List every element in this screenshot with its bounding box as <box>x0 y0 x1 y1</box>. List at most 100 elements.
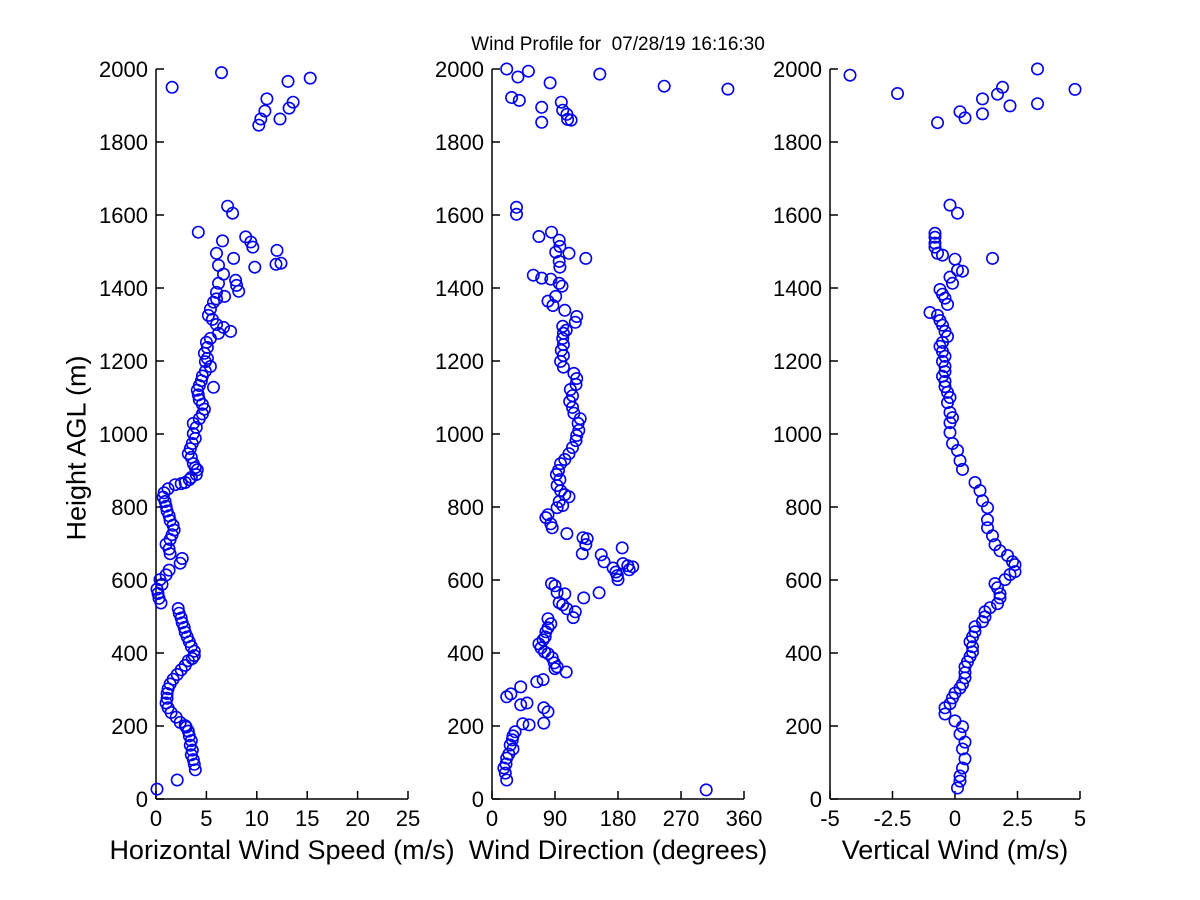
x-tick-label: 2.5 <box>1002 806 1033 831</box>
data-point-marker <box>843 68 857 82</box>
data-point-marker <box>958 752 972 766</box>
data-point-marker <box>536 633 550 647</box>
data-point-marker <box>565 389 579 403</box>
data-point-marker <box>980 521 994 535</box>
data-point-marker <box>555 279 569 293</box>
x-axis-label-wind-direction: Wind Direction (degrees) <box>468 835 768 865</box>
y-tick-label: 600 <box>111 568 148 593</box>
data-point-marker <box>168 478 182 492</box>
data-point-marker <box>556 319 570 333</box>
data-point-marker <box>186 457 200 471</box>
data-point-marker <box>568 605 582 619</box>
data-point-marker <box>551 463 565 477</box>
data-point-marker <box>564 113 578 127</box>
data-point-marker <box>938 707 952 721</box>
x-tick-label: 0 <box>486 806 498 831</box>
y-tick-label: 1200 <box>435 349 484 374</box>
data-point-marker <box>175 616 189 630</box>
data-point-marker <box>1031 97 1045 111</box>
data-point-marker <box>221 199 235 213</box>
x-tick-label: 360 <box>726 806 763 831</box>
data-point-marker <box>955 720 969 734</box>
panel-vertical-wind: 0 200 400 600 800 1000 1200 1400 1600 1800 2000 -5 -… <box>773 57 1086 831</box>
data-point-marker <box>498 766 512 780</box>
y-tick-label: 2000 <box>99 57 148 82</box>
data-point-marker <box>210 246 224 260</box>
y-tick-label: 1600 <box>99 203 148 228</box>
data-point-marker <box>558 587 572 601</box>
data-point-marker <box>622 563 636 577</box>
data-point-marker <box>504 687 518 701</box>
data-point-marker <box>163 513 177 527</box>
data-point-marker <box>273 112 287 126</box>
data-point-marker <box>184 450 198 464</box>
data-point-marker <box>541 508 555 522</box>
y-axis-label: Height AGL (m) <box>61 355 92 541</box>
data-point-marker <box>191 388 205 402</box>
data-point-marker <box>187 757 201 771</box>
data-point-marker <box>191 225 205 239</box>
data-point-marker <box>930 116 944 130</box>
data-point-marker <box>928 236 942 250</box>
y-tick-label: 1000 <box>435 422 484 447</box>
data-point-marker <box>1008 565 1022 579</box>
y-tick-label: 200 <box>447 714 484 739</box>
data-point-marker <box>923 305 937 319</box>
data-point-marker <box>508 725 522 739</box>
x-tick-label: -5 <box>820 806 840 831</box>
data-point-marker <box>160 691 174 705</box>
x-tick-label: 90 <box>543 806 567 831</box>
data-point-marker <box>568 315 582 329</box>
data-point-marker <box>165 80 179 94</box>
data-point-marker <box>948 714 962 728</box>
data-point-marker <box>554 457 568 471</box>
chart-title: Wind Profile for 07/28/19 16:16:30 <box>471 34 765 55</box>
x-axis-label-horizontal-wind-speed: Horizontal Wind Speed (m/s) <box>109 835 455 865</box>
data-point-marker <box>530 675 544 689</box>
data-point-marker <box>930 308 944 322</box>
data-point-marker <box>943 405 957 419</box>
data-point-marker <box>933 282 947 296</box>
y-tick-label: 1600 <box>773 203 822 228</box>
y-tick-label: 1600 <box>435 203 484 228</box>
data-point-marker <box>500 773 514 787</box>
y-tick-label: 200 <box>785 714 822 739</box>
data-point-marker <box>541 705 555 719</box>
data-point-marker <box>943 425 957 439</box>
x-tick-label: 25 <box>396 806 420 831</box>
data-point-marker <box>537 701 551 715</box>
data-point-marker <box>594 548 608 562</box>
data-point-marker <box>526 268 540 282</box>
data-point-marker <box>159 696 173 710</box>
data-point-marker <box>218 289 232 303</box>
data-point-marker <box>943 198 957 212</box>
y-tick-label: 0 <box>136 787 148 812</box>
data-point-marker <box>928 226 942 240</box>
data-point-marker <box>955 742 969 756</box>
data-point-marker <box>985 251 999 265</box>
data-point-marker <box>170 773 184 787</box>
data-point-marker <box>210 292 224 306</box>
data-point-marker <box>520 696 534 710</box>
data-point-marker <box>560 527 574 541</box>
data-point-marker <box>948 252 962 266</box>
data-point-marker <box>186 427 200 441</box>
x-tick-label: 10 <box>245 806 269 831</box>
data-point-marker <box>552 233 566 247</box>
data-point-marker <box>928 240 942 254</box>
data-point-marker <box>553 239 567 253</box>
panel-wind-direction: 0 200 400 600 800 1000 1200 1400 1600 1800 2000 0 90… <box>435 57 762 831</box>
data-point-marker <box>593 67 607 81</box>
data-point-marker <box>592 586 606 600</box>
data-point-marker <box>955 264 969 278</box>
data-point-marker <box>550 501 564 515</box>
data-point-marker <box>579 538 593 552</box>
x-tick-label: 15 <box>295 806 319 831</box>
data-point-marker <box>975 92 989 106</box>
y-tick-label: 1400 <box>435 276 484 301</box>
data-point-marker <box>953 727 967 741</box>
y-tick-label: 0 <box>810 787 822 812</box>
data-point-marker <box>938 324 952 338</box>
x-tick-label: 5 <box>1074 806 1086 831</box>
